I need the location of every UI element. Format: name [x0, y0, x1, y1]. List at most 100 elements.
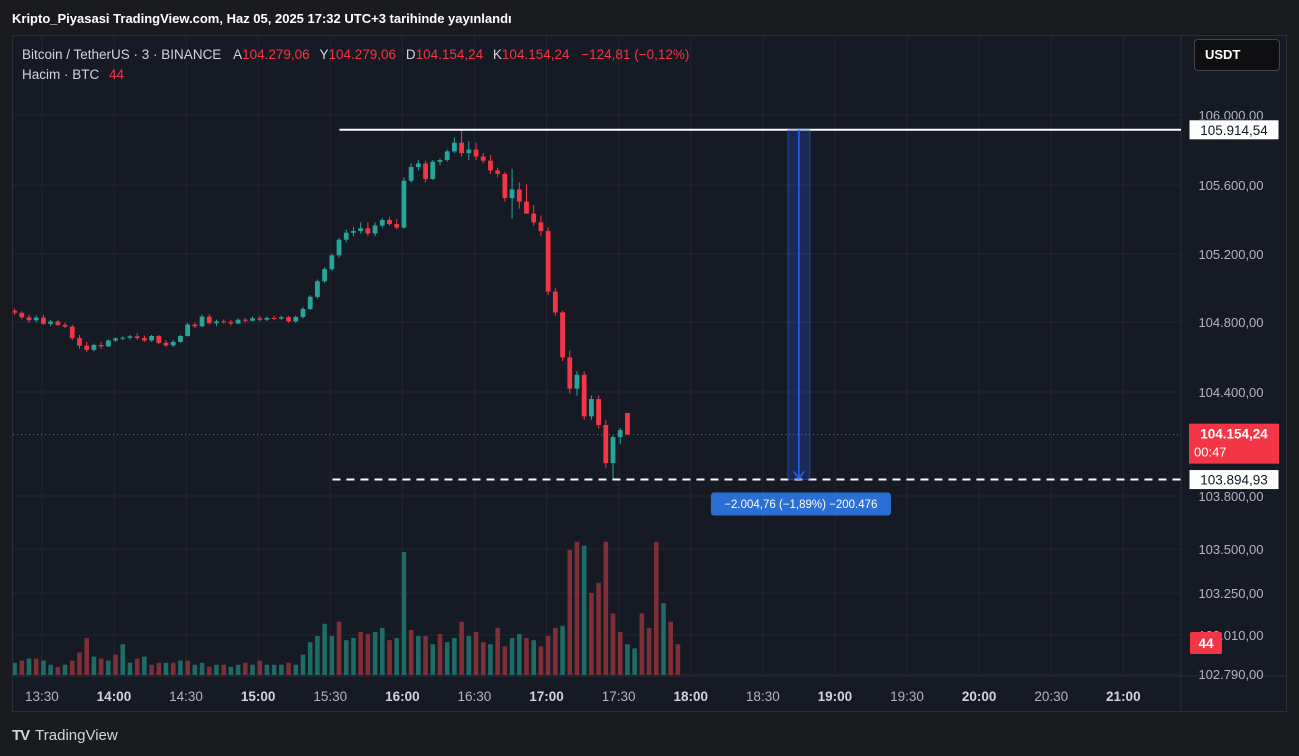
volume-bar [343, 640, 349, 675]
chart-canvas[interactable]: −2.004,76 (−1,89%) −200.476 106.000,0010… [12, 36, 1286, 711]
tradingview-logo[interactable]: TV TradingView [12, 725, 118, 745]
volume-bar [408, 629, 414, 675]
high-value: 104.279,06 [328, 47, 397, 62]
time-tick-label: 20:30 [1034, 689, 1068, 704]
volume-bar [452, 638, 457, 675]
volume-bar [26, 658, 32, 675]
time-axis[interactable]: 13:30 14:00 14:30 15:00 15:30 16:00 16:30 17:00… [25, 689, 1141, 704]
candle-body [531, 213, 537, 223]
volume-bar [617, 631, 623, 675]
volume-bar [567, 549, 573, 675]
low-value: 104.154,24 [415, 47, 484, 62]
volume-bar [55, 666, 61, 675]
volume-legend-row: Hacim · BTC 44 [22, 65, 689, 85]
candle-body [12, 310, 17, 313]
chart-panel[interactable]: −2.004,76 (−1,89%) −200.476 106.000,00 10… [12, 35, 1287, 712]
candle-body [358, 228, 364, 232]
candle-body [113, 338, 118, 341]
volume-bar [596, 582, 601, 675]
volume-bar [387, 640, 392, 675]
volume-bars [12, 541, 681, 675]
volume-bar [495, 627, 500, 675]
volume-label[interactable]: Hacim · BTC [22, 67, 100, 82]
candle-body [228, 322, 234, 324]
candle-body [221, 321, 227, 323]
volume-bar [553, 627, 558, 675]
candle-body [41, 317, 46, 324]
symbol-label[interactable]: Bitcoin / TetherUS · 3 · BINANCE [22, 47, 222, 62]
candle-body [466, 149, 472, 154]
volume-bar [661, 603, 666, 675]
time-tick-label: 19:00 [818, 689, 853, 704]
volume-bar [170, 662, 176, 675]
candle-body [452, 142, 457, 152]
volume-bar [178, 660, 183, 675]
time-tick-label: 16:00 [385, 689, 420, 704]
candle-body [495, 170, 501, 174]
candle-body [488, 160, 493, 171]
candle-body [286, 317, 291, 322]
volume-bar [69, 660, 75, 675]
price-tick-label: 103.800,00 [1198, 489, 1263, 504]
time-tick-label: 21:00 [1106, 689, 1141, 704]
grid [13, 36, 1286, 711]
volume-bar [214, 664, 219, 675]
volume-bar [473, 631, 479, 675]
candle-body [516, 189, 522, 202]
candle-body [343, 232, 349, 240]
volume-bar [149, 664, 154, 675]
candle-body [98, 344, 104, 347]
price-tick-label: 105.200,00 [1198, 247, 1263, 262]
volume-bar [228, 666, 234, 675]
candle-body [480, 156, 486, 161]
candle-body [415, 163, 421, 167]
volume-bar [243, 662, 248, 675]
level-low-badge-box [1188, 469, 1280, 491]
time-tick-label: 20:00 [962, 689, 997, 704]
candle-body [394, 224, 400, 228]
volume-bar [48, 664, 53, 675]
volume-bar [185, 660, 190, 675]
candle-body [588, 399, 594, 417]
volume-bar [163, 662, 169, 675]
volume-bar [459, 621, 464, 675]
volume-bar [156, 662, 162, 675]
measure-label: −2.004,76 (−1,89%) −200.476 [724, 499, 877, 511]
low-label: D [405, 47, 416, 62]
price-tick-label: 103.500,00 [1198, 542, 1263, 557]
candle-body [199, 316, 205, 327]
volume-bar [106, 660, 111, 675]
candle-body [423, 163, 428, 180]
volume-bar [653, 541, 659, 675]
time-tick-label: 14:30 [169, 689, 203, 704]
candles [12, 129, 630, 480]
currency-button[interactable]: USDT [1194, 39, 1280, 71]
price-axis[interactable]: 106.000,00 105.600,00 105.200,00 104.800,00… [1198, 108, 1263, 682]
volume-bar [279, 664, 284, 675]
candle-body [545, 231, 551, 292]
volume-bar [509, 638, 515, 675]
volume-bar [416, 636, 421, 675]
volume-bar [77, 652, 82, 675]
volume-bar [336, 621, 342, 675]
candle-body [509, 189, 515, 199]
tradingview-logo-text: TradingView [35, 726, 118, 744]
candle-body [336, 239, 342, 256]
volume-bar [380, 627, 385, 675]
time-tick-label: 13:30 [25, 689, 59, 704]
candle-body [77, 338, 82, 346]
tradingview-logo-icon: TV [12, 726, 30, 744]
close-value: 104.154,24 [501, 47, 570, 62]
time-tick-label: 15:30 [313, 689, 347, 704]
volume-bar [538, 646, 544, 675]
volume-bar [358, 631, 363, 675]
level-low-badge: 103.894,93 [1200, 473, 1268, 488]
price-tick-label: 104.800,00 [1198, 315, 1263, 330]
volume-bar [632, 648, 637, 675]
volume-bar [134, 658, 140, 675]
volume-bar [12, 662, 17, 675]
volume-bar [545, 636, 551, 675]
candle-body [91, 344, 97, 350]
volume-bar [502, 646, 508, 675]
